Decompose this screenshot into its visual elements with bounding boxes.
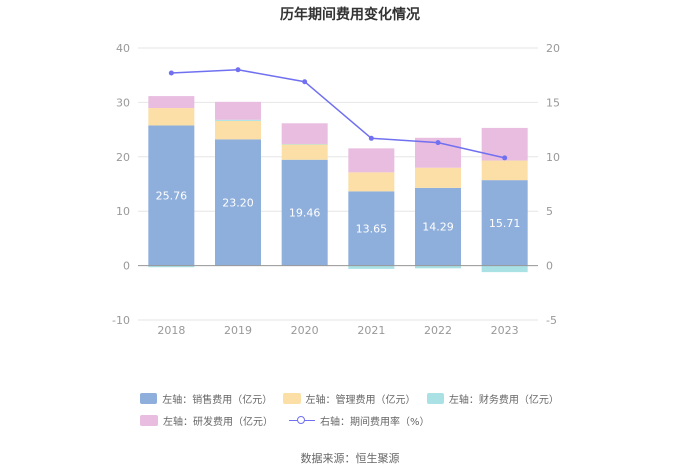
data-source: 数据来源：恒生聚源 <box>300 452 400 465</box>
legend-label: 左轴：财务费用（亿元） <box>448 394 559 406</box>
bar-value-label: 14.29 <box>422 221 454 234</box>
legend-label: 左轴：管理费用（亿元） <box>305 394 416 406</box>
left-tick-label: 20 <box>116 151 130 164</box>
bar-segment <box>348 172 395 192</box>
bar-segment <box>148 265 195 268</box>
left-tick-label: 0 <box>123 260 130 273</box>
bar-segment <box>281 143 328 145</box>
bar-segment <box>215 139 261 266</box>
bar-value-label: 15.71 <box>489 217 521 230</box>
legend-swatch <box>140 392 158 404</box>
x-tick-label: 2020 <box>291 324 319 337</box>
legend-swatch <box>140 414 158 426</box>
bar-segment <box>348 191 395 266</box>
legend-row: 左轴：研发费用（亿元） 右轴：期间费用率（%） <box>140 410 570 430</box>
right-tick-label: 0 <box>546 260 553 273</box>
left-tick-label: 40 <box>116 42 130 55</box>
bar-segment <box>415 265 461 269</box>
line-layer <box>168 67 508 161</box>
label-layer: 25.76 23.20 19.46 13.65 14.29 15.71 <box>156 190 521 236</box>
legend-item[interactable]: 左轴：财务费用（亿元） <box>426 391 559 406</box>
bar-segment <box>481 160 528 181</box>
legend-swatch <box>426 392 444 404</box>
bar-segment <box>215 120 261 140</box>
bar-segment <box>348 265 395 269</box>
legend-label: 右轴：期间费用率（%） <box>320 416 430 428</box>
bar-segment <box>481 265 528 273</box>
rate-point <box>235 67 241 73</box>
legend-item[interactable]: 左轴：研发费用（亿元） <box>140 413 273 428</box>
legend-swatch <box>283 392 301 404</box>
x-tick-label: 2022 <box>424 324 452 337</box>
right-tick-label: 20 <box>546 42 560 55</box>
right-tick-label: -5 <box>546 314 557 327</box>
bar-value-label: 13.65 <box>356 222 388 235</box>
rate-line <box>171 69 505 159</box>
bar-segment <box>215 119 261 121</box>
left-tick-label: -10 <box>112 314 130 327</box>
x-tick-label: 2019 <box>224 324 252 337</box>
rate-point <box>368 135 374 141</box>
legend-item[interactable]: 左轴：管理费用（亿元） <box>283 391 416 406</box>
bar-segment <box>481 180 528 266</box>
bar-segment <box>415 187 461 266</box>
right-tick-label: 5 <box>546 205 553 218</box>
legend-label: 左轴：销售费用（亿元） <box>162 394 273 406</box>
x-tick-label: 2018 <box>157 324 185 337</box>
right-tick-label: 15 <box>546 96 560 109</box>
right-tick-label: 10 <box>546 151 560 164</box>
bar-segment <box>281 159 328 266</box>
left-tick-label: 30 <box>116 96 130 109</box>
x-tick-label: 2023 <box>491 324 519 337</box>
bar-segment <box>215 101 261 120</box>
bar-segment <box>148 108 195 126</box>
rate-point <box>435 140 441 146</box>
bar-segment <box>148 96 195 109</box>
bars-layer <box>148 96 528 273</box>
grid-layer <box>138 47 538 321</box>
left-tick-label: 10 <box>116 205 130 218</box>
bar-value-label: 19.46 <box>289 207 321 220</box>
legend: 左轴：销售费用（亿元） 左轴：管理费用（亿元） 左轴：财务费用（亿元） 左轴：研发费用… <box>140 388 570 432</box>
bar-segment <box>348 148 395 173</box>
bar-segment <box>148 125 195 266</box>
rate-point <box>502 155 508 161</box>
bar-value-label: 25.76 <box>156 190 188 203</box>
rate-point <box>302 79 308 85</box>
bar-segment <box>281 123 328 144</box>
rate-point <box>168 70 174 76</box>
chart-title: 历年期间费用变化情况 <box>280 7 420 23</box>
legend-item[interactable]: 左轴：销售费用（亿元） <box>140 391 273 406</box>
legend-label: 左轴：研发费用（亿元） <box>163 416 273 428</box>
bar-value-label: 23.20 <box>222 196 254 209</box>
legend-item[interactable]: 右轴：期间费用率（%） <box>289 413 430 428</box>
bar-segment <box>281 144 328 160</box>
legend-row: 左轴：销售费用（亿元） 左轴：管理费用（亿元） 左轴：财务费用（亿元） <box>140 388 570 408</box>
bar-segment <box>415 167 461 188</box>
legend-swatch <box>289 415 315 426</box>
x-tick-label: 2021 <box>357 324 385 337</box>
axis-layer: -10 0 10 20 30 40 -5 0 5 10 15 20 2018 2019 2020 2021 20… <box>112 42 560 337</box>
